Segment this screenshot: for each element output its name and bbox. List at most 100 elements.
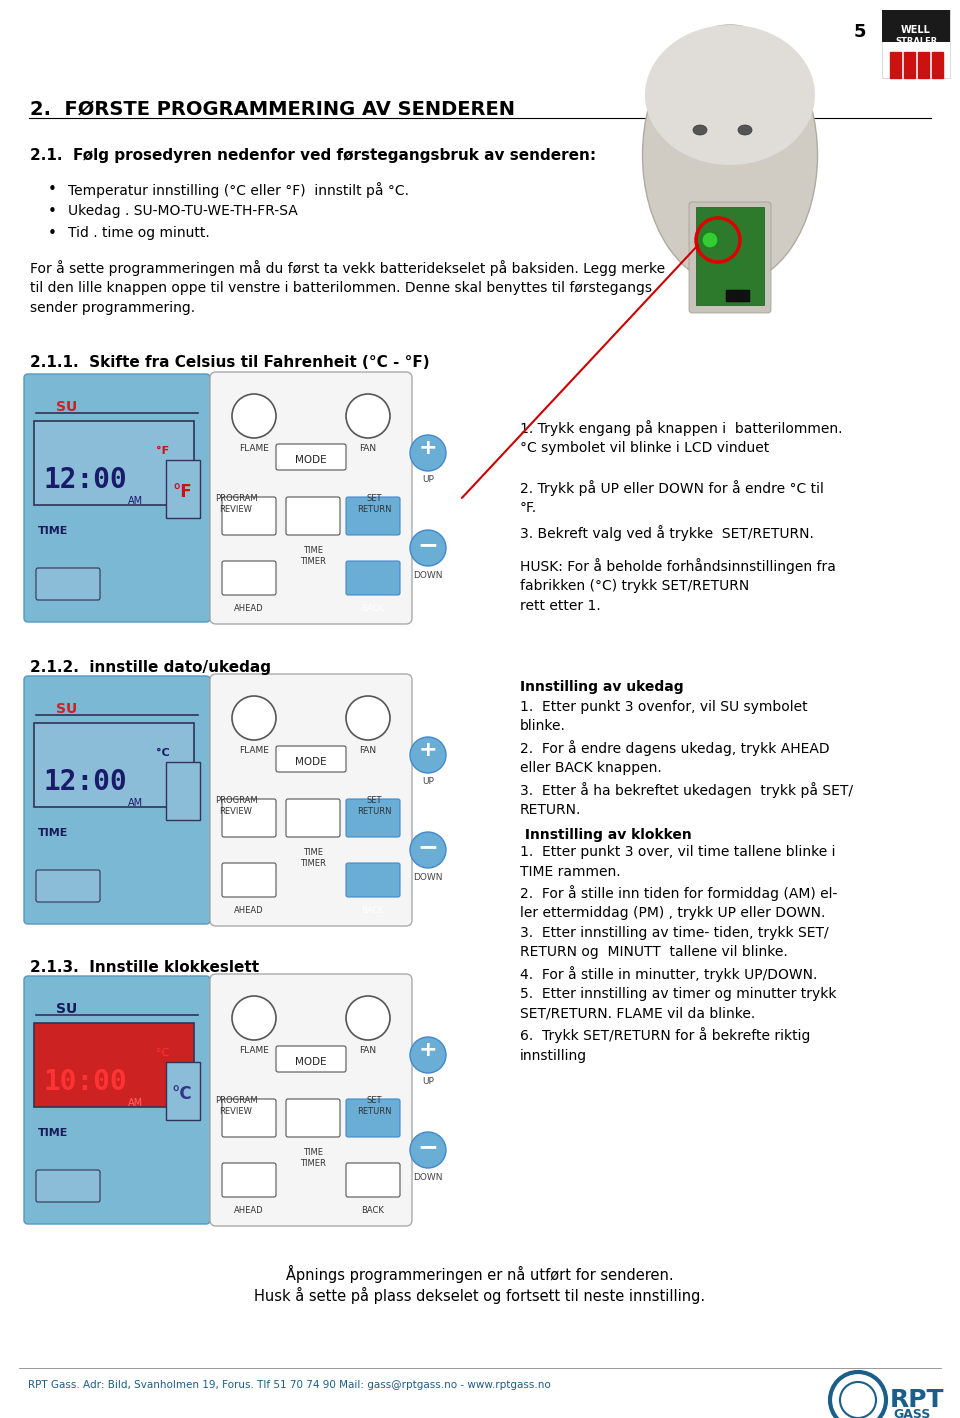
Text: RPT: RPT [890, 1388, 945, 1412]
Text: Innstilling av ukedag: Innstilling av ukedag [520, 681, 684, 693]
FancyBboxPatch shape [286, 798, 340, 837]
Circle shape [232, 696, 276, 740]
Text: +: + [419, 740, 438, 760]
FancyBboxPatch shape [34, 723, 194, 807]
Circle shape [702, 233, 718, 248]
Text: 2.  FØRSTE PROGRAMMERING AV SENDEREN: 2. FØRSTE PROGRAMMERING AV SENDEREN [30, 101, 515, 119]
Bar [890, 52, 900, 78]
FancyBboxPatch shape [222, 864, 276, 898]
Text: 3. Bekreft valg ved å trykke  SET/RETURN.: 3. Bekreft valg ved å trykke SET/RETURN. [520, 525, 814, 540]
Text: 1. Trykk engang på knappen i  batterilommen.
°C symbolet vil blinke i LCD vindue: 1. Trykk engang på knappen i batterilomm… [520, 420, 843, 455]
Text: MODE: MODE [295, 757, 326, 767]
Text: TIME
TIMER: TIME TIMER [300, 1149, 326, 1168]
Text: Tid . time og minutt.: Tid . time og minutt. [68, 225, 209, 240]
Text: °C: °C [172, 1085, 192, 1103]
Text: 2. Trykk på UP eller DOWN for å endre °C til
°F.: 2. Trykk på UP eller DOWN for å endre °C… [520, 481, 824, 516]
Ellipse shape [645, 26, 815, 164]
Text: 2.1.3.  Innstille klokkeslett: 2.1.3. Innstille klokkeslett [30, 960, 259, 976]
Text: TIME
TIMER: TIME TIMER [300, 848, 326, 868]
Text: °C: °C [156, 749, 170, 759]
FancyBboxPatch shape [346, 798, 400, 837]
FancyBboxPatch shape [346, 864, 400, 898]
FancyBboxPatch shape [210, 372, 412, 624]
FancyBboxPatch shape [166, 1062, 200, 1120]
Text: −: − [418, 835, 439, 859]
Circle shape [410, 1132, 446, 1168]
FancyBboxPatch shape [882, 10, 950, 43]
Circle shape [346, 696, 390, 740]
Text: UP: UP [422, 475, 434, 484]
Text: SET
RETURN: SET RETURN [357, 493, 392, 515]
Text: AM: AM [128, 798, 143, 808]
Text: MODE: MODE [295, 1056, 326, 1066]
Text: AM: AM [128, 496, 143, 506]
Text: DOWN: DOWN [413, 873, 443, 882]
Text: −: − [418, 533, 439, 557]
Text: 12:00: 12:00 [44, 769, 128, 795]
Text: •: • [48, 204, 57, 218]
FancyBboxPatch shape [210, 674, 412, 926]
Text: GASS: GASS [893, 1408, 930, 1418]
Text: BACK: BACK [362, 604, 384, 613]
Text: STRALER: STRALER [895, 37, 937, 45]
Text: PROGRAM
REVIEW: PROGRAM REVIEW [215, 1096, 257, 1116]
FancyBboxPatch shape [166, 761, 200, 820]
Text: FAN: FAN [359, 1046, 376, 1055]
Text: WELL: WELL [901, 26, 931, 35]
Text: 12:00: 12:00 [44, 467, 128, 493]
FancyBboxPatch shape [882, 10, 950, 78]
FancyBboxPatch shape [222, 562, 276, 596]
FancyBboxPatch shape [689, 201, 771, 313]
FancyBboxPatch shape [222, 1099, 276, 1137]
Text: DOWN: DOWN [413, 1173, 443, 1183]
FancyBboxPatch shape [24, 676, 210, 925]
Text: °F: °F [156, 447, 169, 457]
Text: PROGRAM
REVIEW: PROGRAM REVIEW [215, 795, 257, 817]
Bar [918, 52, 928, 78]
FancyBboxPatch shape [696, 207, 764, 305]
FancyBboxPatch shape [36, 1170, 100, 1202]
Circle shape [410, 832, 446, 868]
Ellipse shape [693, 125, 707, 135]
Text: DOWN: DOWN [413, 571, 443, 580]
Text: FAN: FAN [359, 746, 376, 754]
FancyBboxPatch shape [222, 798, 276, 837]
Text: TIME: TIME [38, 1127, 68, 1139]
Text: 2.1.  Følg prosedyren nedenfor ved førstegangsbruk av senderen:: 2.1. Følg prosedyren nedenfor ved første… [30, 147, 596, 163]
Text: BACK: BACK [362, 1205, 384, 1215]
Text: •: • [48, 225, 57, 241]
Text: For å sette programmeringen må du først ta vekk batteridekselet på baksiden. Leg: For å sette programmeringen må du først … [30, 259, 665, 315]
FancyBboxPatch shape [24, 374, 210, 623]
Text: UP: UP [422, 1078, 434, 1086]
Text: AM: AM [128, 1098, 143, 1107]
Text: SU: SU [56, 1003, 77, 1017]
Text: SU: SU [56, 702, 77, 716]
Bar [931, 52, 943, 78]
Text: 2.1.1.  Skifte fra Celsius til Fahrenheit (°C - °F): 2.1.1. Skifte fra Celsius til Fahrenheit… [30, 354, 430, 370]
FancyBboxPatch shape [36, 871, 100, 902]
Text: TIME
TIMER: TIME TIMER [300, 546, 326, 566]
Circle shape [232, 394, 276, 438]
FancyBboxPatch shape [276, 1046, 346, 1072]
Circle shape [410, 435, 446, 471]
Text: HUSK: For å beholde forhåndsinnstillingen fra
fabrikken (°C) trykk SET/RETURN
re: HUSK: For å beholde forhåndsinnstillinge… [520, 559, 836, 613]
FancyBboxPatch shape [166, 459, 200, 518]
FancyBboxPatch shape [726, 291, 750, 302]
Text: 2.1.2.  innstille dato/ukedag: 2.1.2. innstille dato/ukedag [30, 659, 271, 675]
Text: Åpnings programmeringen er nå utført for senderen.: Åpnings programmeringen er nå utført for… [286, 1265, 674, 1283]
Circle shape [346, 394, 390, 438]
Text: Temperatur innstilling (°C eller °F)  innstilt på °C.: Temperatur innstilling (°C eller °F) inn… [68, 182, 409, 199]
Circle shape [410, 737, 446, 773]
FancyBboxPatch shape [276, 444, 346, 469]
Text: °C: °C [156, 1048, 169, 1058]
Text: TIME: TIME [38, 828, 68, 838]
Text: TIME: TIME [38, 526, 68, 536]
Circle shape [232, 995, 276, 1039]
Text: BACK: BACK [362, 906, 384, 915]
Text: UP: UP [422, 777, 434, 786]
Text: FLAME: FLAME [239, 1046, 269, 1055]
FancyBboxPatch shape [222, 1163, 276, 1197]
Circle shape [410, 1037, 446, 1073]
FancyBboxPatch shape [34, 1022, 194, 1107]
FancyBboxPatch shape [276, 746, 346, 771]
